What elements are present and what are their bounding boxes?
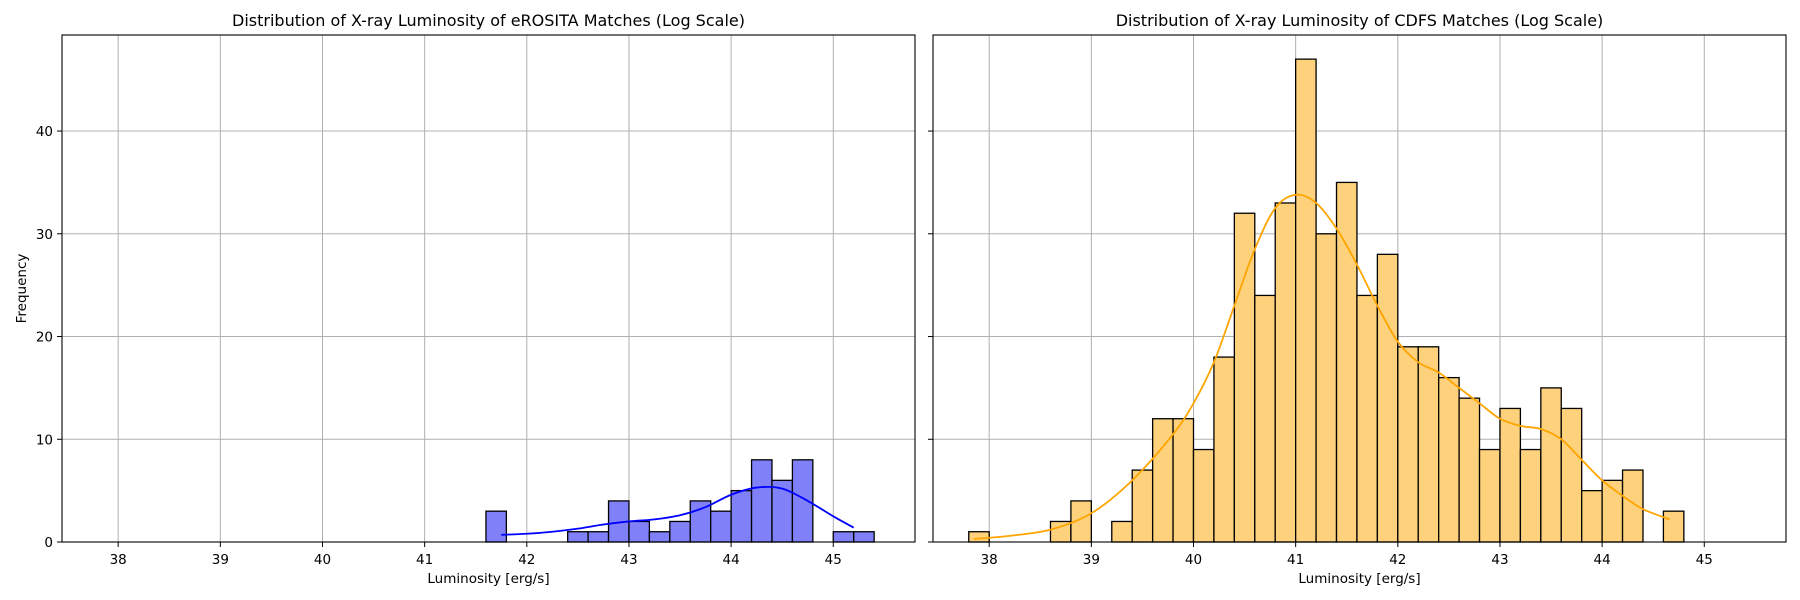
erosita-y-tick-label: 30	[36, 227, 53, 243]
cdfs-histogram-bar	[1499, 407, 1522, 543]
cdfs-histogram-bar	[968, 531, 990, 543]
erosita-histogram-bar	[669, 520, 691, 543]
cdfs-histogram-bar	[1438, 376, 1460, 543]
erosita-kde	[501, 485, 855, 536]
erosita-histogram-bar	[587, 531, 610, 543]
cdfs-bars	[968, 58, 1685, 543]
cdfs-histogram-bar	[1295, 58, 1317, 543]
erosita-histogram-bar	[485, 510, 508, 543]
cdfs-kde-line	[973, 193, 1670, 540]
cdfs-histogram-bar	[1519, 448, 1542, 543]
cdfs-histogram-bar	[1458, 397, 1481, 543]
erosita-y-ticks: 0 10 20 30 40	[36, 124, 62, 551]
erosita-x-tick-label: 40	[314, 552, 331, 568]
erosita-histogram-bar	[791, 459, 814, 543]
cdfs-histogram-bar	[1621, 469, 1644, 543]
cdfs-x-tick-label: 43	[1491, 552, 1508, 568]
cdfs-histogram-bar	[1213, 356, 1236, 543]
cdfs-x-tick-label: 38	[981, 552, 998, 568]
erosita-x-tick-label: 42	[518, 552, 535, 568]
erosita-chart-title: Distribution of X-ray Luminosity of eROS…	[232, 11, 745, 30]
cdfs-histogram-bar	[1662, 510, 1685, 543]
cdfs-x-tick-label: 44	[1594, 552, 1611, 568]
erosita-histogram-bar	[567, 531, 589, 543]
erosita-y-tick-label: 40	[36, 124, 53, 140]
cdfs-histogram-panel: 38 39 40 41 42 43 44 45 Distribution of X-ray L…	[928, 11, 1787, 587]
erosita-bars	[485, 459, 875, 543]
cdfs-histogram-bar	[1233, 212, 1256, 543]
erosita-grid	[62, 35, 915, 543]
cdfs-histogram-bar	[1356, 294, 1379, 543]
cdfs-plot-frame	[932, 34, 1787, 543]
erosita-histogram-bar	[628, 520, 651, 543]
cdfs-kde	[973, 193, 1670, 540]
cdfs-histogram-bar	[1376, 253, 1399, 543]
erosita-histogram-panel: 38 39 40 41 42 43 44 45 0 10 20 30 40 Distribution …	[14, 11, 916, 587]
cdfs-x-tick-label: 45	[1696, 552, 1713, 568]
erosita-x-tick-label: 38	[110, 552, 127, 568]
cdfs-histogram-bar	[1335, 181, 1358, 543]
cdfs-histogram-bar	[1172, 418, 1195, 543]
erosita-plot-frame	[61, 34, 916, 543]
erosita-x-ticks: 38 39 40 41 42 43 44 45	[110, 542, 842, 568]
cdfs-x-tick-label: 39	[1083, 552, 1100, 568]
cdfs-histogram-bar	[1560, 407, 1583, 543]
erosita-x-tick-label: 45	[825, 552, 842, 568]
cdfs-x-tick-label: 42	[1389, 552, 1406, 568]
erosita-histogram-bar	[853, 531, 875, 543]
cdfs-chart-title: Distribution of X-ray Luminosity of CDFS…	[1116, 11, 1604, 30]
cdfs-x-tick-label: 40	[1185, 552, 1202, 568]
erosita-histogram-bar	[648, 531, 671, 543]
cdfs-histogram-bar	[1315, 233, 1338, 543]
erosita-histogram-bar	[832, 531, 855, 543]
erosita-x-axis-label: Luminosity [erg/s]	[427, 571, 549, 587]
cdfs-x-ticks: 38 39 40 41 42 43 44 45	[981, 542, 1713, 568]
erosita-histogram-bar	[710, 510, 732, 543]
erosita-y-tick-label: 20	[36, 330, 53, 346]
cdfs-histogram-bar	[1111, 520, 1133, 543]
cdfs-histogram-bar	[1131, 469, 1154, 543]
cdfs-histogram-bar	[1254, 294, 1276, 543]
erosita-x-tick-label: 43	[620, 552, 637, 568]
cdfs-histogram-bar	[1540, 387, 1562, 543]
cdfs-x-axis-label: Luminosity [erg/s]	[1298, 571, 1420, 587]
erosita-x-tick-label: 39	[212, 552, 229, 568]
cdfs-histogram-bar	[1581, 489, 1603, 543]
erosita-y-axis-label: Frequency	[14, 254, 30, 324]
cdfs-histogram-bar	[1601, 479, 1624, 543]
cdfs-y-ticks	[928, 130, 933, 543]
cdfs-histogram-bar	[1478, 448, 1501, 543]
cdfs-histogram-bar	[1274, 202, 1297, 543]
erosita-x-tick-label: 44	[723, 552, 740, 568]
erosita-histogram-bar	[750, 459, 773, 543]
cdfs-histogram-bar	[1397, 346, 1419, 543]
erosita-histogram-bar	[771, 479, 794, 543]
cdfs-histogram-bar	[1192, 448, 1215, 543]
erosita-y-tick-label: 0	[44, 535, 53, 551]
erosita-y-tick-label: 10	[36, 432, 53, 448]
cdfs-x-tick-label: 41	[1287, 552, 1304, 568]
erosita-histogram-bar	[730, 489, 753, 543]
erosita-kde-line	[501, 485, 855, 536]
cdfs-histogram-bar	[1417, 346, 1440, 543]
erosita-x-tick-label: 41	[416, 552, 433, 568]
